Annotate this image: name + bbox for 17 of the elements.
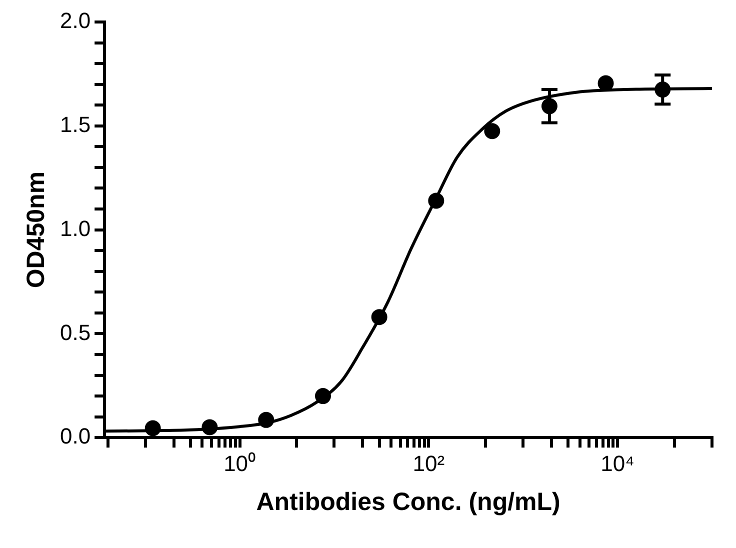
y-tick-label: 1.5 [60,112,91,137]
point [428,192,444,209]
point [202,419,218,436]
x-axis-title: Antibodies Conc. (ng/mL) [256,488,560,516]
point [484,123,500,140]
x-tick-label: 10⁰ [224,450,256,476]
point [371,309,388,326]
y-tick-label: 0.0 [60,424,91,449]
point [314,388,331,404]
y-tick-label: 1.0 [60,216,91,241]
point [144,420,161,436]
y-tick-label: 2.0 [60,8,91,34]
x-tick-label: 10⁴ [600,450,635,476]
x-tick-label: 10² [412,450,445,476]
y-tick-label: 0.5 [60,320,91,345]
y-axis-title: OD450nm [22,171,50,288]
point [258,412,274,428]
